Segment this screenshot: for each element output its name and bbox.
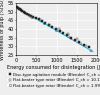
Point [24,12,26,14]
Point [90,50,92,51]
Point [26,13,28,14]
Point [40,19,41,21]
Point [20,9,22,11]
Point [68,36,70,38]
Point [83,44,85,45]
Point [28,14,30,15]
Point [58,28,59,30]
X-axis label: Energy consumed for disintegration (J.s): Energy consumed for disintegration (J.s) [7,65,100,70]
Point [56,30,57,31]
Legend: Disc-type agitation module (Blender) C_ch = 10.1%, Flat-beater type rotor (Blend: Disc-type agitation module (Blender) C_c… [8,73,100,88]
Point [66,35,68,36]
Point [41,20,43,22]
Point [31,15,32,17]
Point [44,22,46,24]
Point [18,7,19,9]
Point [44,23,45,25]
Point [31,17,33,18]
Point [74,39,76,41]
Y-axis label: Whiteness of pulp (%ISO): Whiteness of pulp (%ISO) [0,0,5,60]
Point [29,15,31,17]
Point [55,28,57,30]
Point [33,16,34,18]
Point [63,33,64,34]
Point [23,11,24,13]
Point [18,8,20,10]
Point [78,41,80,43]
Point [19,9,21,10]
Point [67,33,69,35]
Point [70,37,72,38]
Point [59,30,60,32]
Point [48,24,50,26]
Point [76,38,78,39]
Point [38,19,40,20]
Point [48,24,50,25]
Point [88,47,90,48]
Point [22,10,23,12]
Point [35,17,37,19]
Point [16,6,18,8]
Point [80,43,82,45]
Point [85,45,86,46]
Point [52,26,53,28]
